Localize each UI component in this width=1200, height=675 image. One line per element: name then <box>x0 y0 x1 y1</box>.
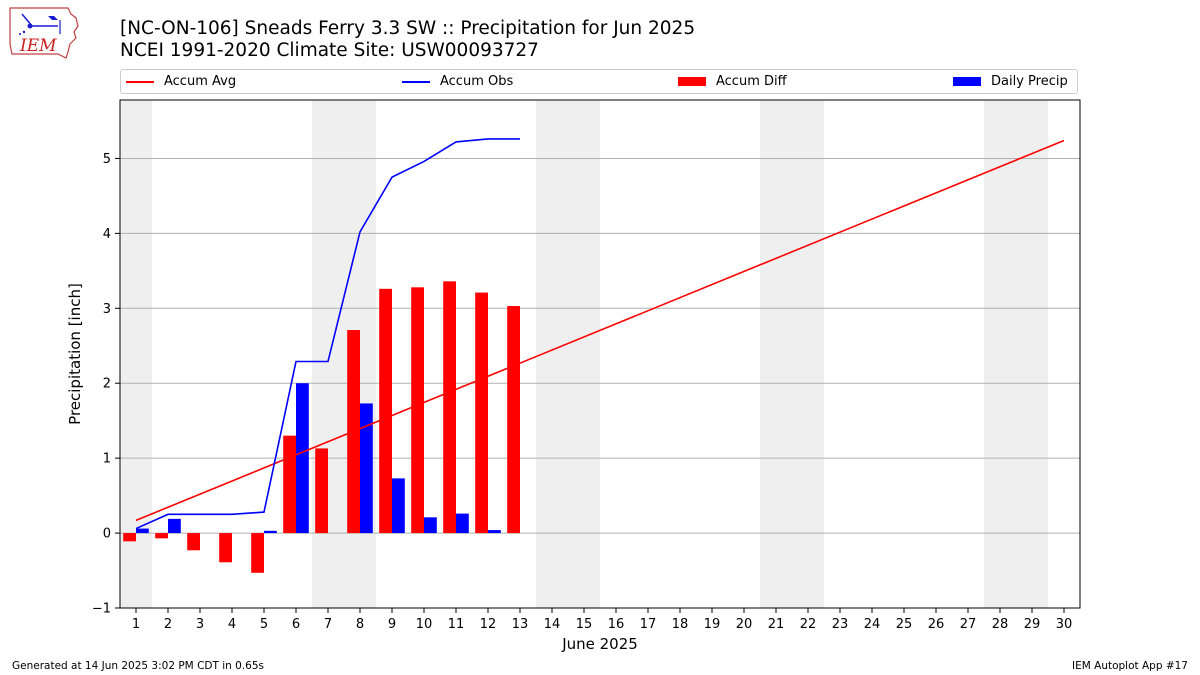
daily-precip-bar <box>296 383 309 534</box>
logo-text: IEM <box>19 36 57 56</box>
accum-diff-bar <box>283 435 296 534</box>
accum-diff-bar <box>187 533 200 551</box>
x-tick-label: 28 <box>992 617 1009 632</box>
x-tick-label: 21 <box>768 617 785 632</box>
footer-generated: Generated at 14 Jun 2025 3:02 PM CDT in … <box>12 660 265 672</box>
x-tick-label: 27 <box>960 617 977 632</box>
x-tick-label: 1 <box>132 617 140 632</box>
x-tick-label: 15 <box>576 617 593 632</box>
x-tick-label: 22 <box>800 617 817 632</box>
daily-precip-bar <box>392 478 405 534</box>
x-tick-label: 14 <box>544 617 561 632</box>
daily-precip-bar <box>136 528 149 534</box>
y-tick-label: 0 <box>103 527 111 542</box>
x-tick-label: 9 <box>388 617 396 632</box>
legend-item-accum-diff: Accum Diff <box>678 70 787 93</box>
daily-precip-bar <box>488 530 501 534</box>
accum-avg-line <box>135 139 1065 522</box>
x-tick-label: 24 <box>864 617 881 632</box>
footer-app: IEM Autoplot App #17 <box>1072 660 1188 672</box>
chart-title-line1: [NC-ON-106] Sneads Ferry 3.3 SW :: Preci… <box>120 18 696 39</box>
daily-precip-bar <box>360 403 373 534</box>
x-tick-label: 25 <box>896 617 913 632</box>
legend-label: Accum Avg <box>164 74 237 89</box>
y-tick-label: −1 <box>92 602 111 617</box>
x-tick-label: 4 <box>228 617 236 632</box>
weekend-shading <box>536 100 600 608</box>
x-tick-label: 17 <box>640 617 657 632</box>
legend-label: Daily Precip <box>991 74 1068 89</box>
legend-item-accum-obs: Accum Obs <box>402 70 513 93</box>
weekend-shading <box>984 100 1048 608</box>
x-tick-label: 29 <box>1024 617 1041 632</box>
x-tick-label: 19 <box>704 617 721 632</box>
accum-diff-bar <box>123 533 136 542</box>
accum-diff-bar <box>251 533 264 573</box>
legend-label: Accum Diff <box>716 74 787 89</box>
x-tick-label: 6 <box>292 617 300 632</box>
x-tick-label: 16 <box>608 617 625 632</box>
x-tick-label: 20 <box>736 617 753 632</box>
chart-title-line2: NCEI 1991-2020 Climate Site: USW00093727 <box>120 40 539 61</box>
accum-diff-bar <box>315 448 328 534</box>
legend-item-daily-precip: Daily Precip <box>953 70 1068 93</box>
accum-diff-bar <box>155 533 168 539</box>
plot-frame <box>119 99 1081 609</box>
iem-logo[interactable]: IEM <box>8 4 80 60</box>
accum-obs-line <box>135 138 520 530</box>
legend-line-swatch <box>126 80 154 83</box>
daily-precip-bar <box>456 513 469 534</box>
daily-precip-bar <box>168 518 181 534</box>
weekend-shading <box>760 100 824 608</box>
x-tick-label: 13 <box>512 617 529 632</box>
accum-diff-bar <box>507 306 520 534</box>
iowa-map-icon: IEM <box>9 7 79 59</box>
accum-diff-bar <box>219 533 232 563</box>
chart-title: [NC-ON-106] Sneads Ferry 3.3 SW :: Preci… <box>120 18 695 62</box>
x-tick-label: 11 <box>448 617 465 632</box>
y-tick-label: 3 <box>103 302 111 317</box>
accum-diff-bar <box>443 281 456 534</box>
x-axis-label: June 2025 <box>561 635 638 653</box>
x-tick-label: 12 <box>480 617 497 632</box>
x-tick-label: 5 <box>260 617 268 632</box>
chart-legend: Accum Avg Accum Obs Accum Diff Daily Pre… <box>120 69 1078 94</box>
y-tick-label: 4 <box>103 227 111 242</box>
y-tick-label: 2 <box>103 377 111 392</box>
x-tick-label: 30 <box>1056 617 1073 632</box>
legend-label: Accum Obs <box>440 74 514 89</box>
x-tick-label: 18 <box>672 617 689 632</box>
x-tick-label: 3 <box>196 617 204 632</box>
x-tick-label: 7 <box>324 617 332 632</box>
accum-diff-bar <box>411 287 424 534</box>
y-tick-label: 5 <box>103 152 111 167</box>
x-tick-label: 8 <box>356 617 364 632</box>
daily-precip-bar <box>424 517 437 534</box>
legend-line-swatch <box>402 80 430 83</box>
y-tick-label: 1 <box>103 452 111 467</box>
y-axis-label: Precipitation [inch] <box>66 283 84 425</box>
accum-diff-bar <box>379 288 392 534</box>
accum-diff-bar <box>475 292 488 534</box>
x-tick-label: 26 <box>928 617 945 632</box>
legend-bar-swatch <box>678 77 706 86</box>
x-tick-label: 10 <box>416 617 433 632</box>
legend-item-accum-avg: Accum Avg <box>126 70 236 93</box>
legend-bar-swatch <box>953 77 981 86</box>
x-tick-label: 2 <box>164 617 172 632</box>
daily-precip-bar <box>264 530 277 534</box>
x-tick-label: 23 <box>832 617 849 632</box>
